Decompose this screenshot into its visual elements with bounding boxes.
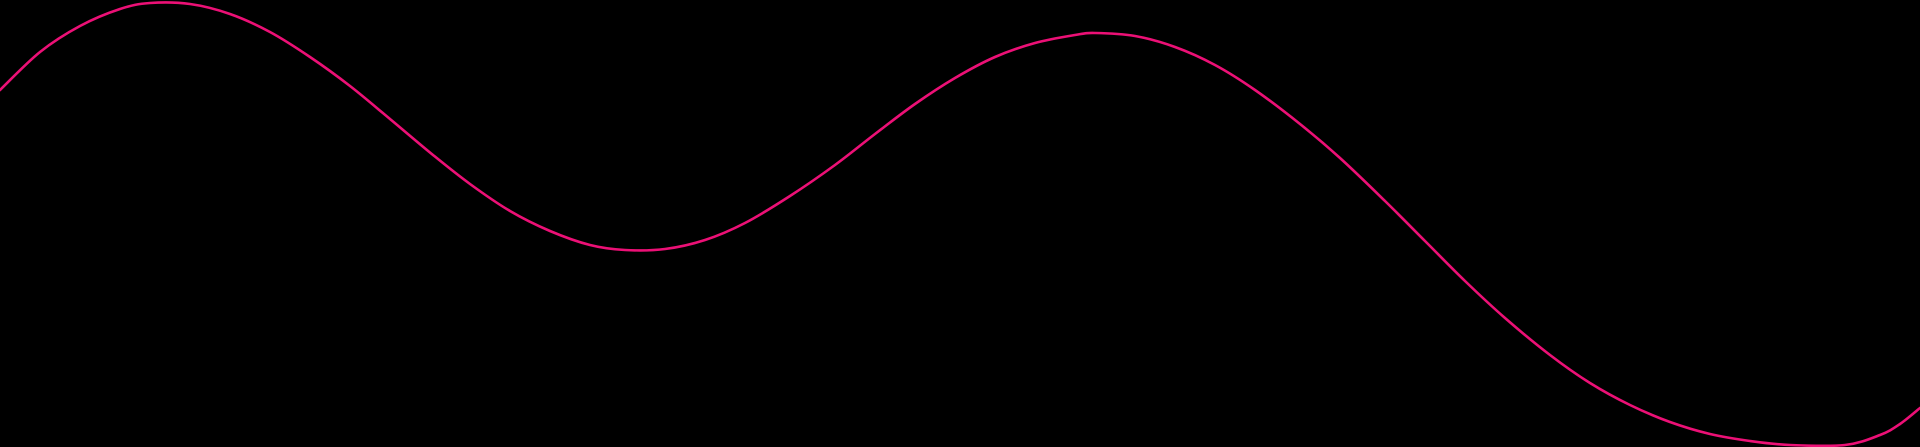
wave-canvas [0,0,1920,447]
chart-background [0,0,1920,447]
wave-chart-svg [0,0,1920,447]
series-layer [0,1,1920,447]
wave-line-wave [0,1,1920,447]
